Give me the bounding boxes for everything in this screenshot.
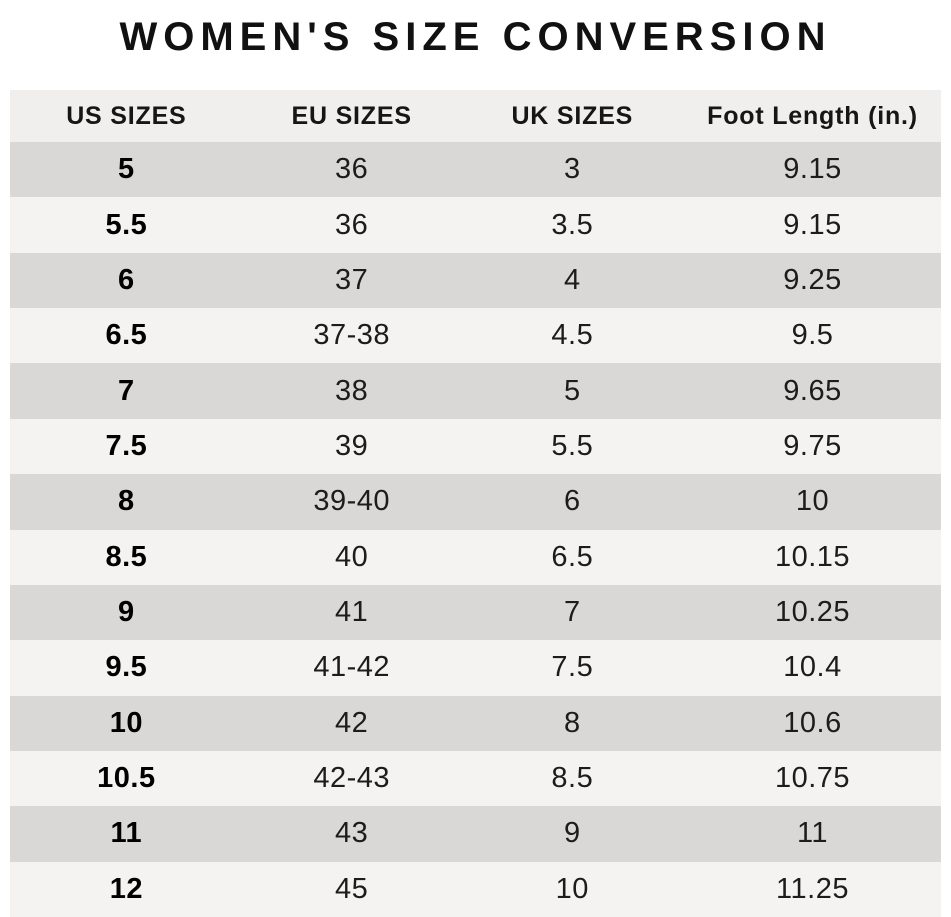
table-cell: 40 — [335, 540, 369, 573]
us-size-cell: 9 — [118, 596, 135, 629]
table-row: 8.5 40 6.5 10.15 — [10, 529, 941, 585]
column-header-foot-length: Foot Length (in.) — [707, 101, 918, 130]
table-cell: 37-38 — [313, 319, 390, 352]
page-title: WOMEN'S SIZE CONVERSION — [119, 15, 832, 59]
table-body: 5 36 3 9.15 5.5 36 3.5 9.15 6 37 4 9.25 6.5 37-38 4.5 9… — [10, 142, 941, 917]
us-size-cell: 7.5 — [105, 429, 148, 462]
table-cell: 36 — [335, 208, 369, 241]
table-cell: 5.5 — [551, 429, 594, 462]
table-cell: 5 — [563, 374, 581, 407]
table-row: 7.5 39 5.5 9.75 — [10, 418, 941, 475]
table-cell: 8.5 — [551, 762, 594, 795]
table-cell: 9 — [563, 817, 581, 850]
table-cell: 7.5 — [551, 651, 594, 684]
table-row: 9 41 7 10.25 — [10, 584, 941, 641]
table-row: 10.5 42-43 8.5 10.75 — [10, 750, 941, 807]
table-cell: 6.5 — [551, 540, 594, 573]
table-cell: 10 — [555, 872, 589, 905]
table-cell: 39 — [335, 429, 369, 462]
us-size-cell: 12 — [109, 872, 143, 905]
table-cell: 42-43 — [313, 762, 390, 795]
table-row: 5 36 3 9.15 — [10, 142, 941, 198]
table-cell: 10.4 — [783, 651, 842, 684]
table-cell: 8 — [563, 706, 581, 739]
table-row: 9.5 41-42 7.5 10.4 — [10, 640, 941, 696]
table-cell: 9.25 — [783, 263, 842, 296]
table-row: 7 38 5 9.65 — [10, 363, 941, 419]
table-cell: 42 — [335, 706, 369, 739]
table-row: 6 37 4 9.25 — [10, 252, 941, 309]
table-cell: 10 — [795, 485, 830, 518]
table-cell: 10.25 — [774, 596, 851, 629]
us-size-cell: 6.5 — [105, 319, 148, 352]
table-row: 8 39-40 6 10 — [10, 474, 941, 530]
table-cell: 9.75 — [783, 429, 842, 462]
table-cell: 9.5 — [791, 319, 834, 352]
table-row: 11 43 9 11 — [10, 806, 941, 862]
table-cell: 38 — [335, 374, 369, 407]
us-size-cell: 5 — [118, 153, 135, 186]
table-cell: 10.6 — [783, 706, 842, 739]
table-cell: 11.25 — [776, 872, 849, 905]
table-cell: 3 — [563, 153, 581, 186]
table-cell: 9.15 — [783, 208, 842, 241]
table-row: 5.5 36 3.5 9.15 — [10, 197, 941, 253]
us-size-cell: 9.5 — [105, 651, 148, 684]
table-cell: 45 — [335, 872, 369, 905]
table-cell: 3.5 — [551, 208, 594, 241]
table-cell: 9.65 — [783, 374, 842, 407]
table-cell: 36 — [335, 153, 369, 186]
table-cell: 41 — [335, 596, 369, 629]
us-size-cell: 6 — [118, 263, 135, 296]
us-size-cell: 7 — [118, 374, 135, 407]
table-cell: 4 — [563, 263, 581, 296]
column-header-uk-sizes: UK SIZES — [511, 101, 634, 130]
table-cell: 11 — [796, 817, 829, 850]
table-cell: 41-42 — [313, 651, 390, 684]
table-row: 12 45 10 11.25 — [10, 861, 941, 917]
table-cell: 9.15 — [783, 153, 842, 186]
table-cell: 7 — [563, 596, 581, 629]
table-cell: 10.15 — [774, 540, 851, 573]
size-conversion-table: US SIZES EU SIZES UK SIZES Foot Length (… — [10, 90, 941, 917]
table-cell: 6 — [563, 485, 581, 518]
column-header-eu-sizes: EU SIZES — [291, 101, 412, 130]
table-row: 6.5 37-38 4.5 9.5 — [10, 308, 941, 364]
us-size-cell: 8.5 — [105, 540, 148, 573]
table-cell: 4.5 — [551, 319, 594, 352]
table-cell: 39-40 — [313, 485, 390, 518]
us-size-cell: 10 — [109, 706, 143, 739]
column-header-us-sizes: US SIZES — [66, 101, 187, 130]
table-header-row: US SIZES EU SIZES UK SIZES Foot Length (… — [10, 90, 941, 142]
table-cell: 43 — [335, 817, 369, 850]
us-size-cell: 5.5 — [105, 208, 148, 241]
table-cell: 10.75 — [774, 762, 851, 795]
table-row: 10 42 8 10.6 — [10, 695, 941, 751]
us-size-cell: 10.5 — [97, 762, 156, 795]
table-cell: 37 — [335, 263, 369, 296]
us-size-cell: 8 — [118, 485, 135, 518]
us-size-cell: 11 — [110, 817, 143, 850]
